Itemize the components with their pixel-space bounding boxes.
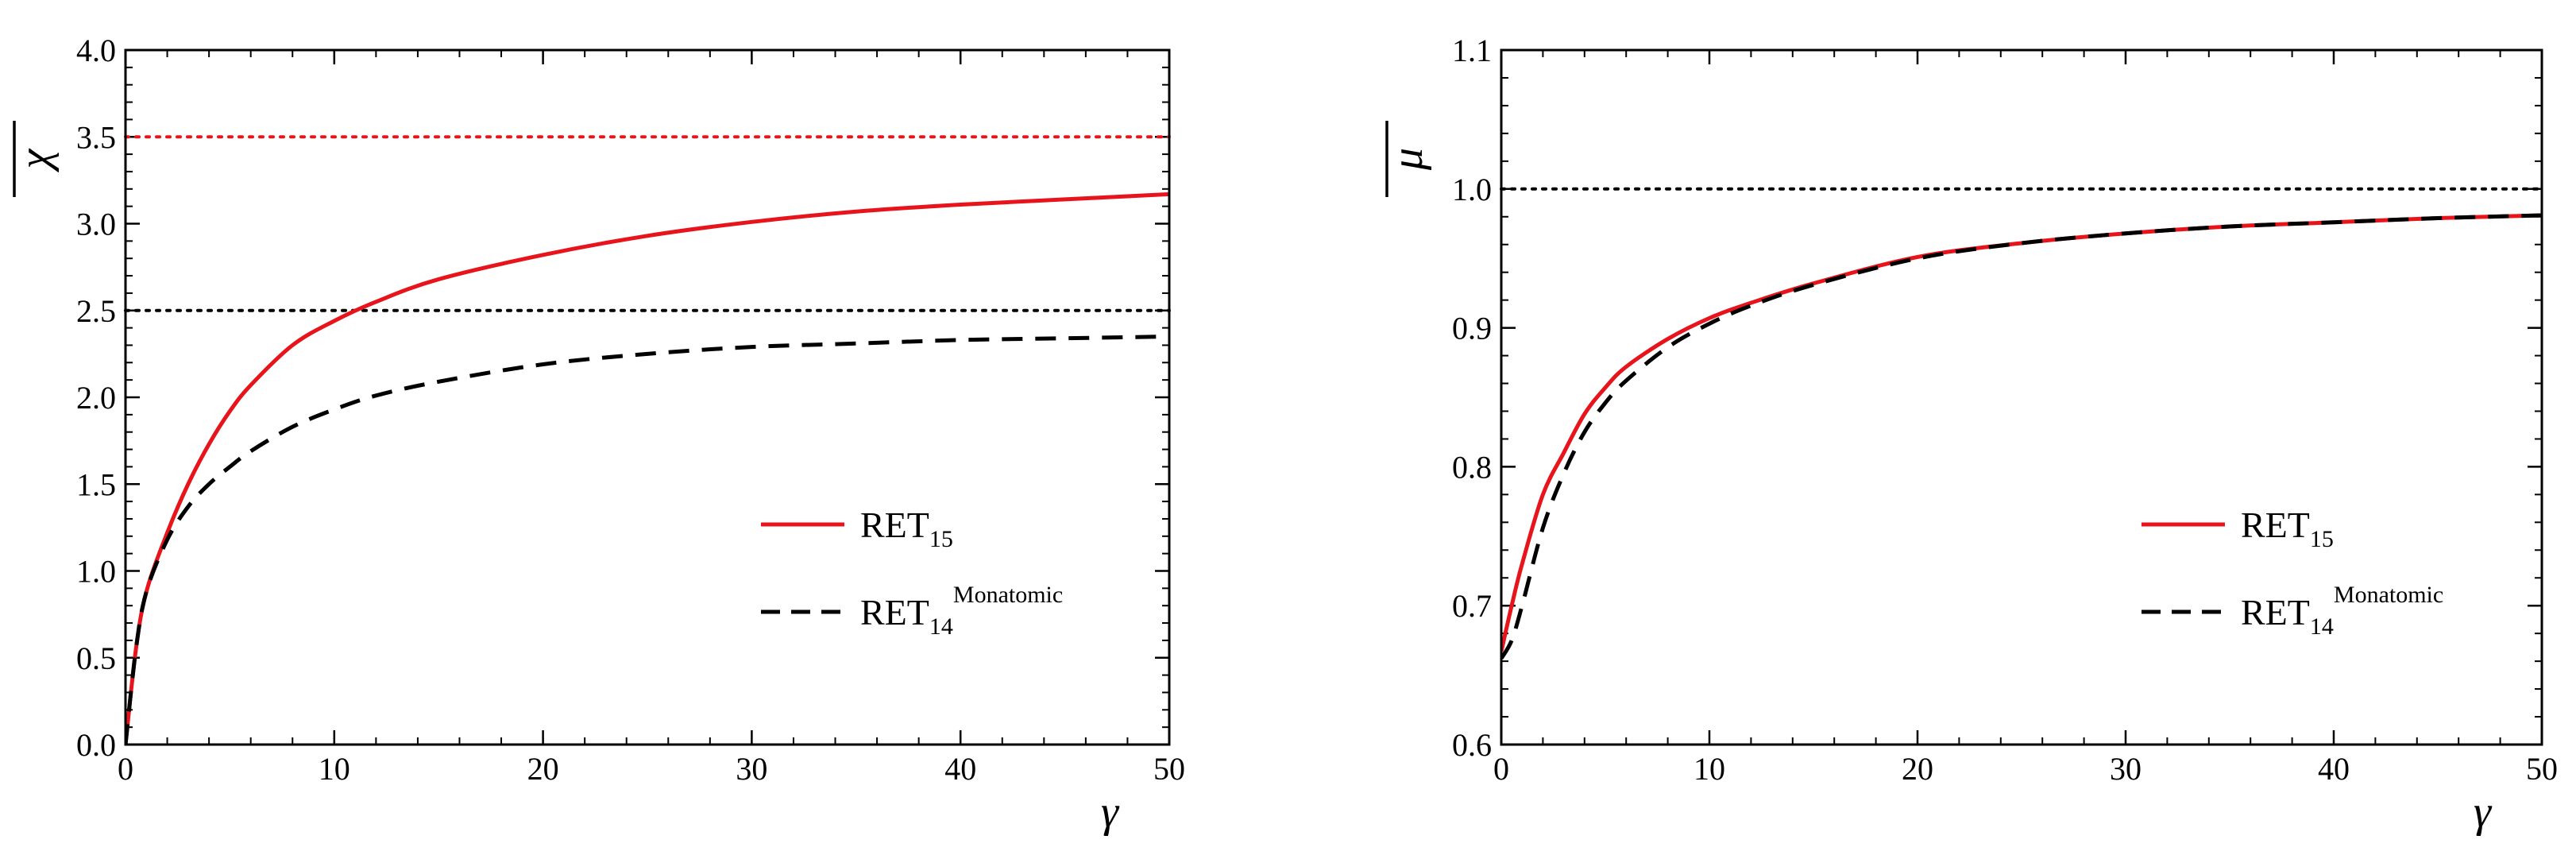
x-tick-label: 20 (527, 751, 559, 787)
y-axis-title: χ (10, 148, 60, 172)
legend-label-sub: 14 (2310, 613, 2334, 640)
legend-label-main: RET (860, 505, 929, 545)
series-group (1501, 213, 2542, 660)
series-line-ret15 (1501, 213, 2542, 652)
legend-label-ret14-monatomic: RET14Monatomic (860, 582, 1063, 640)
legend-label-sub: 15 (929, 526, 953, 552)
y-tick-label: 1.0 (1452, 172, 1492, 207)
legend-label-ret15: RET15 (860, 505, 953, 552)
y-tick-label: 3.0 (76, 207, 116, 242)
x-tick-label: 40 (2318, 751, 2350, 787)
x-axis-title: γ (1101, 787, 1120, 837)
y-tick-label: 0.5 (76, 640, 116, 676)
y-tick-label: 2.0 (76, 380, 116, 416)
y-axis-title: μ (1383, 148, 1432, 171)
legend-label-main: RET (2241, 592, 2310, 633)
series-line-ret14-monatomic (126, 335, 1169, 745)
x-tick-label: 50 (2526, 751, 2558, 787)
y-tick-label: 0.7 (1452, 588, 1492, 624)
series-line-ret15 (126, 192, 1169, 745)
x-tick-label: 10 (1694, 751, 1725, 787)
y-tick-label: 1.0 (76, 554, 116, 590)
x-tick-label: 50 (1153, 751, 1185, 787)
legend-label-main: RET (2241, 505, 2310, 545)
legend-label-sup: Monatomic (953, 582, 1063, 608)
legend-label-sub: 14 (929, 613, 953, 640)
plot-frame (1500, 48, 2543, 746)
x-axis-title: γ (2474, 787, 2493, 837)
x-tick-label: 10 (319, 751, 350, 787)
legend-label-main: RET (860, 592, 929, 633)
x-tick-label: 30 (2110, 751, 2142, 787)
legend-label-sub: 15 (2310, 526, 2334, 552)
y-tick-label: 0.0 (76, 727, 116, 763)
y-tick-label: 1.1 (1452, 33, 1492, 68)
x-tick-label: 0 (1493, 751, 1509, 787)
y-tick-label: 3.5 (76, 119, 116, 155)
y-tick-label: 0.9 (1452, 311, 1492, 346)
series-group (126, 192, 1169, 745)
y-tick-label: 0.6 (1452, 727, 1492, 763)
x-tick-label: 20 (1902, 751, 1933, 787)
legend-label-sup: Monatomic (2334, 582, 2443, 608)
chart-mu: 0 10 20 30 40 500.60.70.80.91.01.1γμRET15RET1… (1383, 33, 2558, 837)
legend-label-ret14-monatomic: RET14Monatomic (2241, 582, 2443, 640)
y-tick-label: 1.5 (76, 466, 116, 502)
y-tick-label: 4.0 (76, 33, 116, 68)
y-tick-label: 0.8 (1452, 449, 1492, 485)
x-tick-label: 40 (944, 751, 976, 787)
legend-label-ret15: RET15 (2241, 505, 2334, 552)
x-tick-label: 0 (118, 751, 133, 787)
chart-chi: 0 10 20 30 40 50 0.0 0.5 1.0 1.5 2.0 2.5 3.0 3.5 4.0 γ χ… (10, 33, 1185, 837)
series-line-ret14-monatomic (1501, 213, 2542, 660)
plot-frame (124, 48, 1171, 746)
x-tick-label: 30 (736, 751, 767, 787)
y-tick-label: 2.5 (76, 293, 116, 329)
